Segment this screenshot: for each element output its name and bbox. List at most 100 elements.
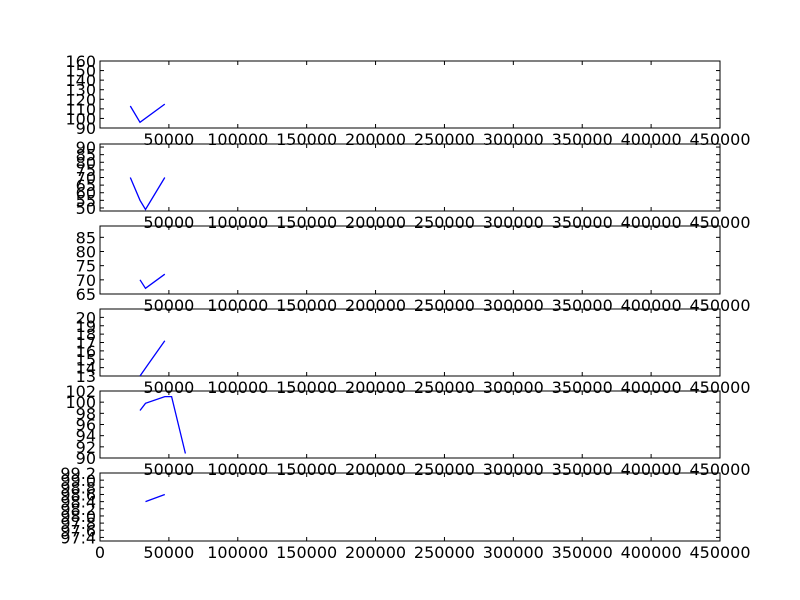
y-tick-label: 150 bbox=[65, 62, 96, 81]
series-line bbox=[139, 340, 166, 376]
x-tick-label: 300000 bbox=[483, 460, 544, 479]
subplot-3: 50000 100000 150000 200000 250000 300000 35000… bbox=[76, 225, 751, 315]
y-tick-label: 65 bbox=[76, 176, 96, 195]
x-tick-label: 350000 bbox=[552, 296, 613, 315]
y-tick-label: 90 bbox=[76, 449, 96, 468]
x-tick-label: 50000 bbox=[143, 460, 194, 479]
x-tick-label: 200000 bbox=[345, 378, 406, 397]
x-tick-label: 200000 bbox=[345, 213, 406, 232]
y-tick-label: 17 bbox=[76, 334, 96, 353]
x-tick-label: 350000 bbox=[552, 543, 613, 562]
y-tick-label: 85 bbox=[76, 228, 96, 247]
y-tick-label: 130 bbox=[65, 81, 96, 100]
y-tick-label: 92 bbox=[76, 438, 96, 457]
x-tick-label: 250000 bbox=[414, 213, 475, 232]
y-tick-label: 55 bbox=[76, 191, 96, 210]
series-line bbox=[129, 103, 166, 124]
y-tick-label: 97.8 bbox=[60, 514, 96, 533]
y-tick-label: 70 bbox=[76, 271, 96, 290]
y-tick-label: 75 bbox=[76, 257, 96, 276]
y-tick-label: 99.2 bbox=[60, 464, 96, 483]
y-tick-label: 19 bbox=[76, 317, 96, 336]
series-line bbox=[139, 273, 166, 290]
y-tick-label: 98.0 bbox=[60, 507, 96, 526]
y-tick-label: 18 bbox=[76, 325, 96, 344]
x-tick-label: 150000 bbox=[276, 543, 337, 562]
x-tick-label: 150000 bbox=[276, 296, 337, 315]
x-tick-label: 300000 bbox=[483, 543, 544, 562]
y-tick-label: 140 bbox=[65, 71, 96, 90]
x-tick-label: 350000 bbox=[552, 213, 613, 232]
x-tick-label: 400000 bbox=[621, 543, 682, 562]
y-tick-label: 102 bbox=[65, 382, 96, 401]
x-tick-label: 400000 bbox=[621, 296, 682, 315]
y-tick-label: 97.4 bbox=[60, 528, 96, 547]
y-tick-label: 70 bbox=[76, 169, 96, 188]
x-tick-label: 250000 bbox=[414, 543, 475, 562]
y-tick-label: 60 bbox=[76, 184, 96, 203]
y-tick-label: 98.4 bbox=[60, 493, 96, 512]
y-tick-label: 85 bbox=[76, 146, 96, 165]
x-tick-label: 300000 bbox=[483, 378, 544, 397]
subplot-4: 50000 100000 150000 200000 250000 300000 35000… bbox=[76, 308, 751, 397]
x-tick-label: 150000 bbox=[276, 213, 337, 232]
y-tick-label: 98.6 bbox=[60, 485, 96, 504]
x-tick-label: 0 bbox=[95, 543, 105, 562]
axes-frame bbox=[99, 390, 721, 459]
x-tick-label: 200000 bbox=[345, 296, 406, 315]
y-tick-label: 13 bbox=[76, 367, 96, 386]
x-tick-label: 50000 bbox=[143, 543, 194, 562]
x-tick-label: 100000 bbox=[207, 213, 268, 232]
y-tick-label: 97.6 bbox=[60, 521, 96, 540]
y-tick-label: 96 bbox=[76, 416, 96, 435]
y-tick-label: 80 bbox=[76, 153, 96, 172]
axes-frame bbox=[99, 225, 721, 295]
x-tick-label: 200000 bbox=[345, 460, 406, 479]
x-tick-label: 50000 bbox=[143, 213, 194, 232]
y-tick-label: 98.2 bbox=[60, 500, 96, 519]
axes-frame bbox=[99, 143, 721, 212]
x-tick-label: 450000 bbox=[689, 213, 750, 232]
x-tick-label: 50000 bbox=[143, 296, 194, 315]
axes-frame bbox=[99, 308, 721, 377]
y-tick-label: 99.0 bbox=[60, 471, 96, 490]
x-tick-label: 250000 bbox=[414, 296, 475, 315]
y-tick-label: 15 bbox=[76, 350, 96, 369]
subplot-1: 50000 100000 150000 200000 250000 300000 35000… bbox=[65, 52, 750, 149]
y-tick-label: 80 bbox=[76, 243, 96, 262]
x-tick-label: 250000 bbox=[414, 378, 475, 397]
series-line bbox=[129, 177, 166, 211]
y-tick-label: 110 bbox=[65, 100, 96, 119]
subplot-6: 0 50000 100000 150000 200000 250000 300000 3500… bbox=[60, 464, 750, 562]
y-tick-label: 75 bbox=[76, 161, 96, 180]
y-tick-label: 94 bbox=[76, 427, 96, 446]
x-tick-label: 50000 bbox=[143, 378, 194, 397]
y-tick-label: 16 bbox=[76, 342, 96, 361]
subplot-2: 50000 100000 150000 200000 250000 300000 35000… bbox=[76, 138, 751, 232]
y-tick-label: 100 bbox=[65, 109, 96, 128]
y-tick-label: 120 bbox=[65, 90, 96, 109]
x-tick-label: 450000 bbox=[689, 543, 750, 562]
axes-frame bbox=[99, 472, 721, 542]
x-tick-label: 400000 bbox=[621, 460, 682, 479]
x-tick-label: 100000 bbox=[207, 296, 268, 315]
x-tick-label: 100000 bbox=[207, 378, 268, 397]
x-tick-label: 400000 bbox=[621, 378, 682, 397]
x-tick-label: 100000 bbox=[207, 460, 268, 479]
subplot-5: 50000 100000 150000 200000 250000 300000 35000… bbox=[65, 382, 750, 479]
y-tick-label: 100 bbox=[65, 393, 96, 412]
x-tick-label: 200000 bbox=[345, 543, 406, 562]
series-line bbox=[139, 395, 187, 454]
y-tick-label: 65 bbox=[76, 285, 96, 304]
y-tick-label: 90 bbox=[76, 138, 96, 157]
x-tick-label: 450000 bbox=[689, 296, 750, 315]
y-tick-label: 14 bbox=[76, 359, 96, 378]
x-tick-label: 300000 bbox=[483, 213, 544, 232]
y-tick-label: 160 bbox=[65, 52, 96, 71]
x-tick-label: 350000 bbox=[552, 460, 613, 479]
x-tick-label: 450000 bbox=[689, 460, 750, 479]
series-line bbox=[145, 493, 166, 503]
x-tick-label: 400000 bbox=[621, 213, 682, 232]
y-tick-label: 50 bbox=[76, 199, 96, 218]
